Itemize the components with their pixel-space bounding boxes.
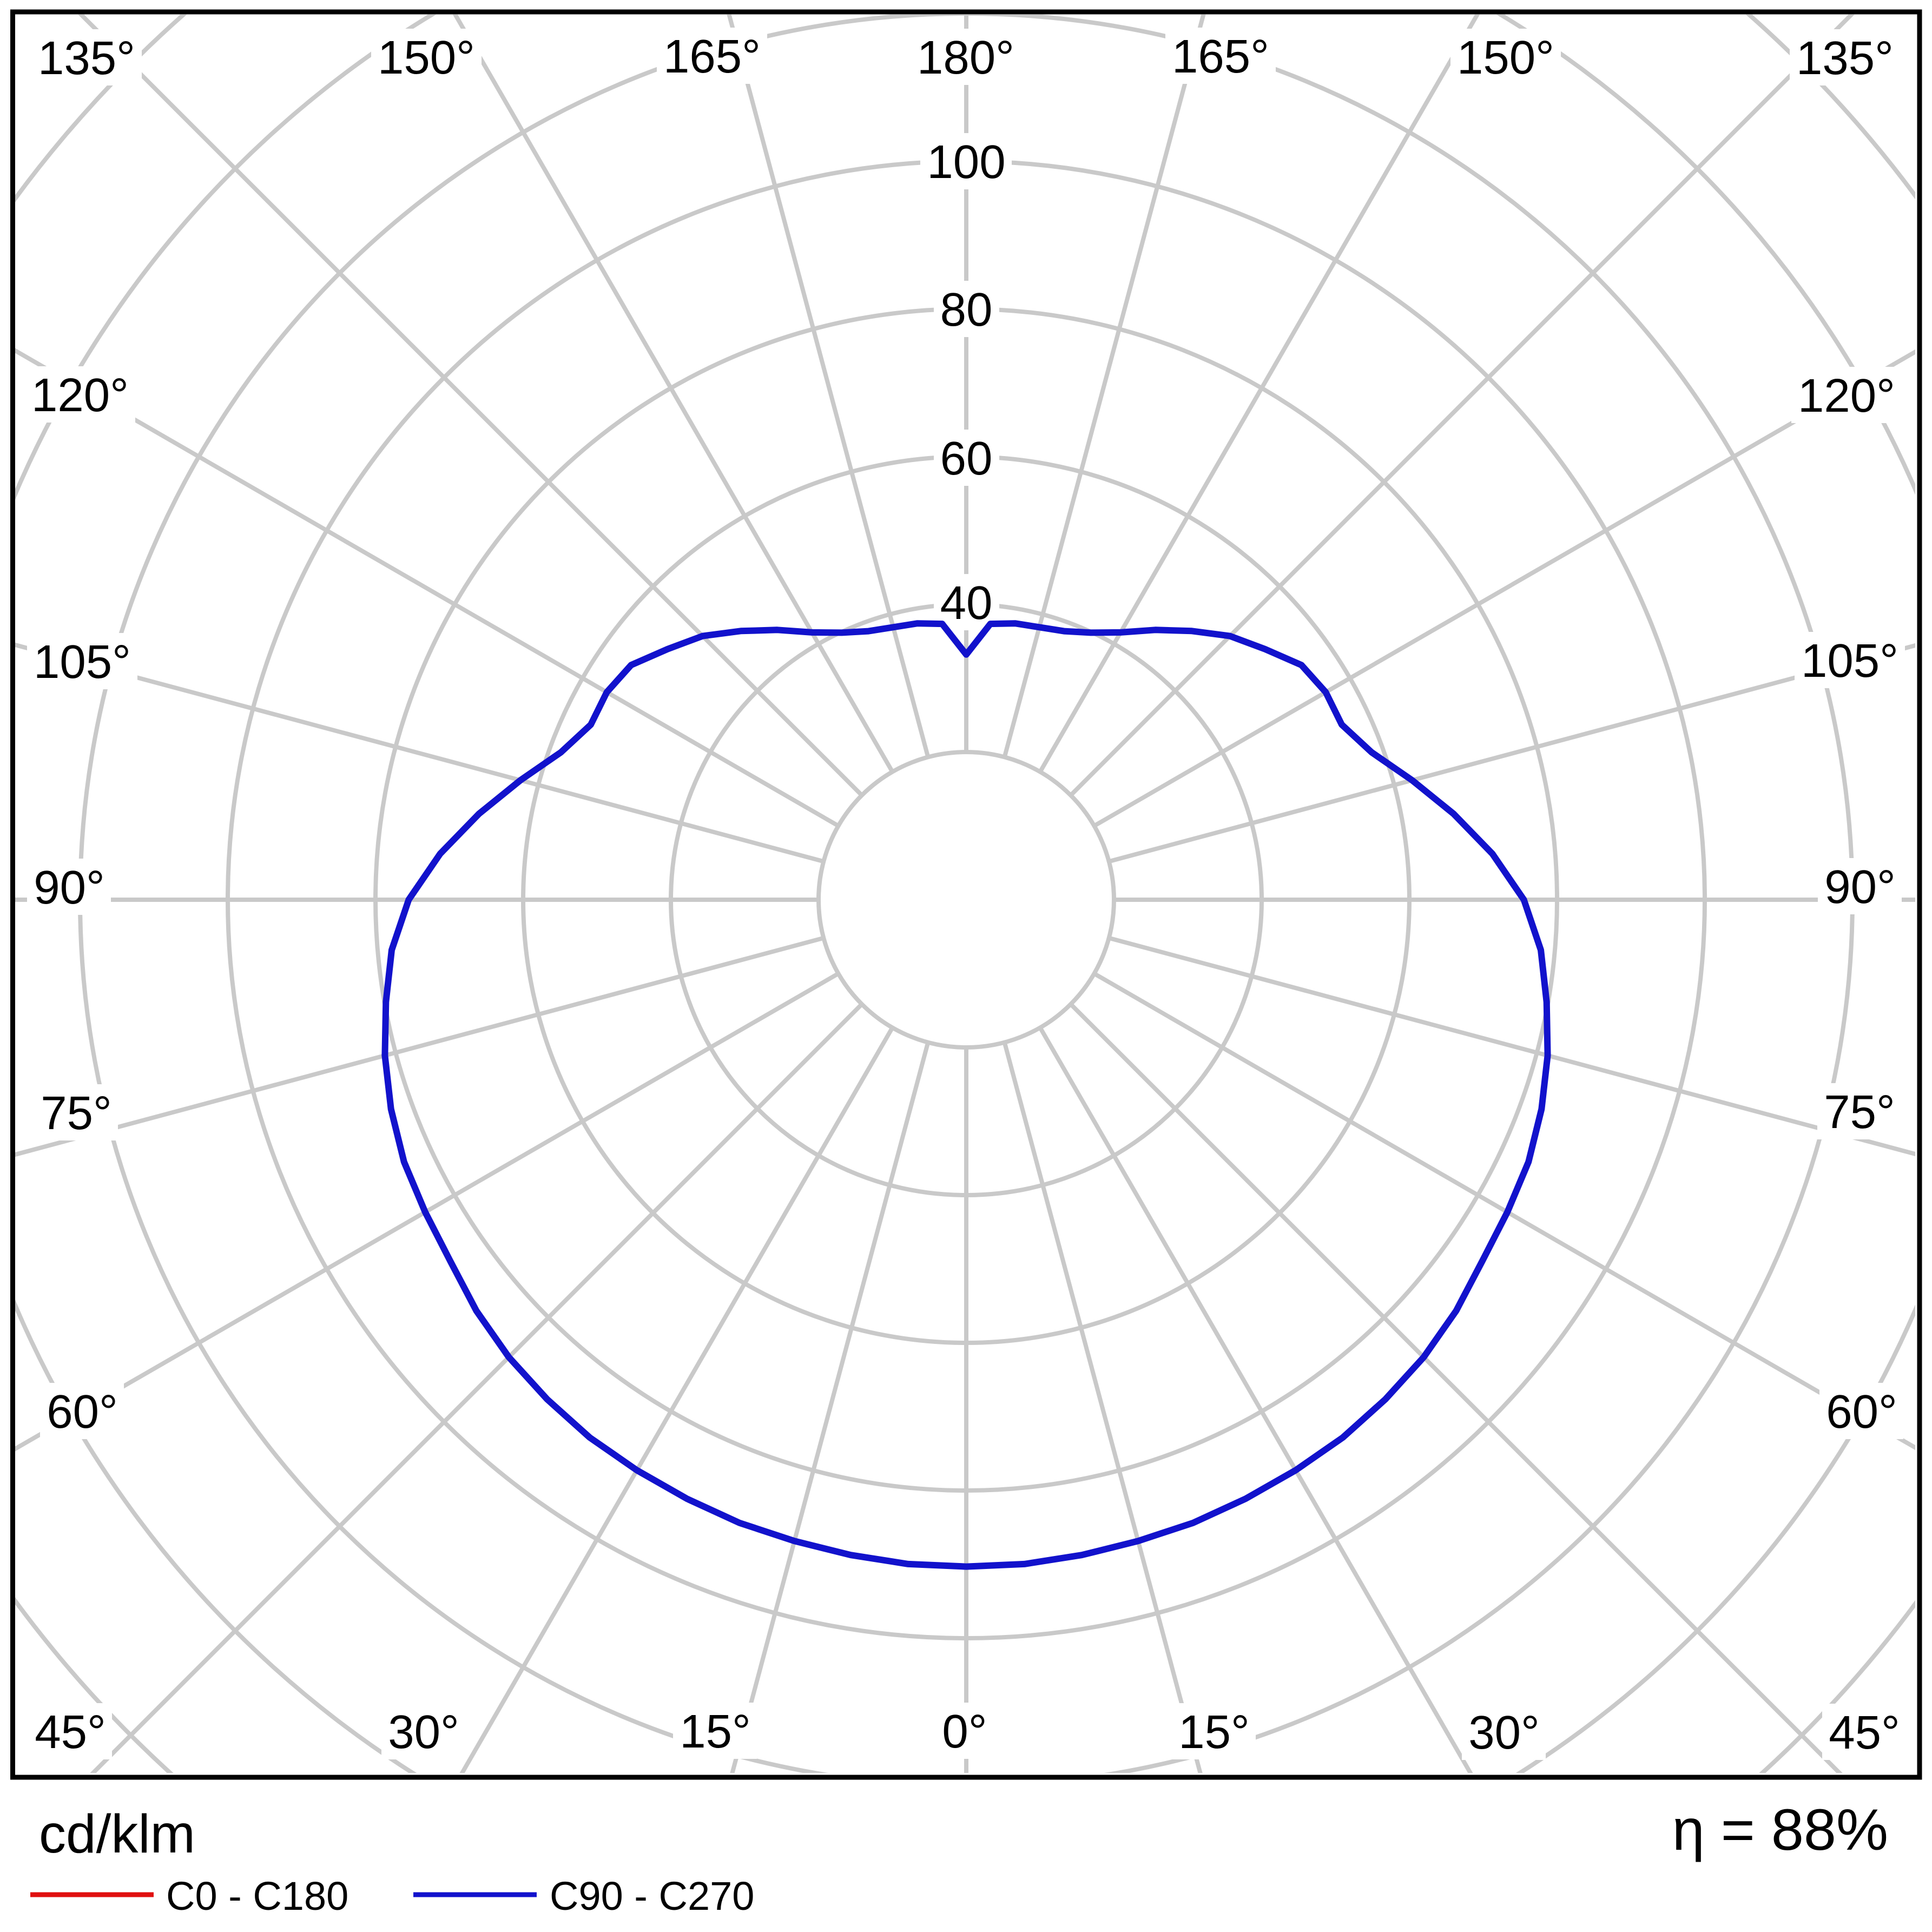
svg-text:90°: 90° — [34, 861, 105, 914]
svg-text:120°: 120° — [31, 369, 129, 421]
svg-text:150°: 150° — [378, 31, 475, 84]
svg-text:30°: 30° — [1468, 1706, 1540, 1759]
svg-text:15°: 15° — [1178, 1706, 1250, 1758]
svg-text:C0 - C180: C0 - C180 — [166, 1874, 348, 1918]
svg-text:180°: 180° — [917, 31, 1014, 84]
svg-text:75°: 75° — [1824, 1086, 1895, 1138]
svg-text:80: 80 — [940, 283, 993, 336]
svg-text:40: 40 — [940, 577, 993, 629]
svg-text:135°: 135° — [38, 32, 135, 84]
svg-text:105°: 105° — [1801, 635, 1898, 687]
svg-text:165°: 165° — [663, 30, 761, 83]
svg-text:30°: 30° — [388, 1706, 459, 1758]
svg-text:C90 - C270: C90 - C270 — [550, 1874, 754, 1918]
svg-text:60°: 60° — [47, 1386, 118, 1438]
svg-text:120°: 120° — [1798, 370, 1895, 422]
svg-text:15°: 15° — [680, 1705, 751, 1758]
svg-text:60: 60 — [940, 432, 993, 485]
svg-text:135°: 135° — [1796, 32, 1894, 84]
svg-text:165°: 165° — [1172, 30, 1269, 83]
svg-text:150°: 150° — [1457, 31, 1554, 84]
svg-text:45°: 45° — [35, 1706, 106, 1758]
svg-text:105°: 105° — [34, 636, 131, 688]
svg-text:45°: 45° — [1829, 1706, 1900, 1759]
svg-text:0°: 0° — [942, 1705, 987, 1758]
svg-text:100: 100 — [927, 136, 1005, 188]
svg-text:90°: 90° — [1824, 861, 1896, 913]
svg-text:75°: 75° — [41, 1087, 112, 1139]
svg-text:cd/klm: cd/klm — [39, 1804, 195, 1864]
svg-text:60°: 60° — [1826, 1386, 1897, 1438]
svg-text:η = 88%: η = 88% — [1672, 1797, 1888, 1862]
